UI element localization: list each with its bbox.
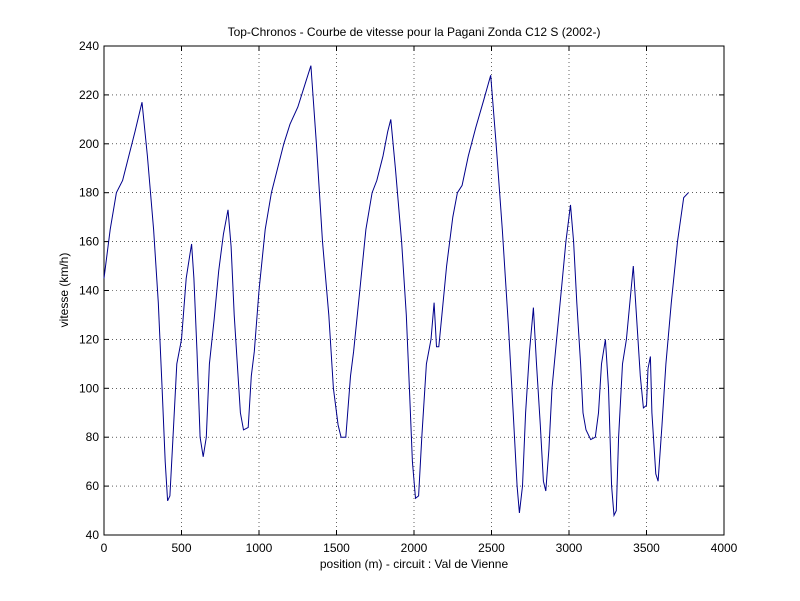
x-tick-label: 2500 (478, 541, 505, 555)
x-tick-label: 4000 (711, 541, 738, 555)
x-tick-label: 3000 (556, 541, 583, 555)
chart-title: Top-Chronos - Courbe de vitesse pour la … (228, 25, 601, 39)
x-tick-label: 500 (171, 541, 191, 555)
y-tick-label: 200 (79, 137, 99, 151)
x-tick-label: 2000 (401, 541, 428, 555)
y-axis-label: vitesse (km/h) (57, 253, 71, 328)
x-tick-label: 1000 (246, 541, 273, 555)
y-tick-label: 40 (86, 528, 100, 542)
y-tick-label: 120 (79, 332, 99, 346)
y-tick-label: 140 (79, 284, 99, 298)
grid-layer (104, 46, 724, 535)
speed-series-line (103, 65, 689, 518)
x-tick-label: 0 (101, 541, 108, 555)
y-tick-label: 240 (79, 39, 99, 53)
x-tick-label: 1500 (323, 541, 350, 555)
ticks-layer (103, 45, 725, 536)
y-tick-label: 160 (79, 235, 99, 249)
y-tick-label: 80 (86, 430, 100, 444)
x-tick-label: 3500 (633, 541, 660, 555)
y-tick-label: 100 (79, 381, 99, 395)
tick-labels-layer: 0 500 1000 1500 2000 2500 3000 3500 4000 40 60 80 10… (79, 39, 738, 555)
y-tick-label: 60 (86, 479, 100, 493)
y-tick-label: 220 (79, 88, 99, 102)
y-tick-label: 180 (79, 186, 99, 200)
x-axis-label: position (m) - circuit : Val de Vienne (320, 557, 509, 571)
